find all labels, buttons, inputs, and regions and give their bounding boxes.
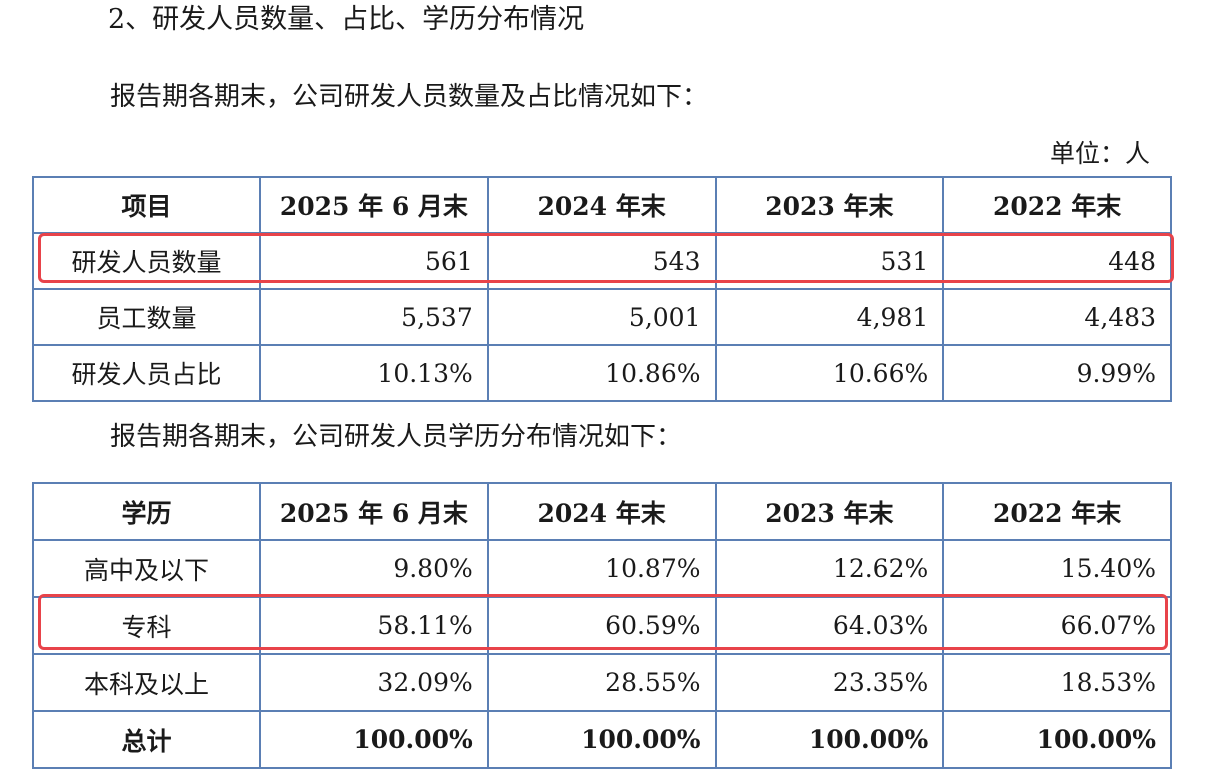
table-header-row: 学历 2025 年 6 月末 2024 年末 2023 年末 2022 年末 bbox=[32, 482, 1172, 541]
header-item: 项目 bbox=[32, 176, 261, 234]
cell-value: 23.35% bbox=[714, 653, 945, 712]
table-row: 专科 58.11% 60.59% 64.03% 66.07% bbox=[32, 596, 1172, 655]
header-education: 学历 bbox=[32, 482, 261, 541]
cell-value: 10.87% bbox=[486, 539, 717, 598]
cell-value: 100.00% bbox=[714, 710, 945, 769]
row-label: 高中及以下 bbox=[32, 539, 261, 598]
cell-value: 543 bbox=[486, 232, 717, 290]
row-label: 研发人员数量 bbox=[32, 232, 261, 290]
header-2025h1: 2025 年 6 月末 bbox=[259, 482, 489, 541]
cell-value: 4,981 bbox=[714, 288, 945, 346]
header-2022: 2022 年末 bbox=[942, 482, 1172, 541]
row-label: 员工数量 bbox=[32, 288, 261, 346]
row-label: 本科及以上 bbox=[32, 653, 261, 712]
cell-value: 9.80% bbox=[259, 539, 489, 598]
row-label: 专科 bbox=[32, 596, 261, 655]
cell-value: 12.62% bbox=[714, 539, 945, 598]
header-2023: 2023 年末 bbox=[714, 176, 945, 234]
intro-paragraph-education: 报告期各期末，公司研发人员学历分布情况如下： bbox=[110, 422, 683, 452]
row-label: 总计 bbox=[32, 710, 261, 769]
section-heading: 2、研发人员数量、占比、学历分布情况 bbox=[108, 4, 585, 35]
cell-value: 5,001 bbox=[486, 288, 717, 346]
header-2022: 2022 年末 bbox=[942, 176, 1172, 234]
header-2023: 2023 年末 bbox=[714, 482, 945, 541]
cell-value: 10.66% bbox=[714, 344, 945, 402]
header-2025h1: 2025 年 6 月末 bbox=[259, 176, 489, 234]
cell-value: 561 bbox=[259, 232, 489, 290]
cell-value: 448 bbox=[942, 232, 1172, 290]
cell-value: 10.86% bbox=[486, 344, 717, 402]
header-2024: 2024 年末 bbox=[486, 482, 717, 541]
cell-value: 5,537 bbox=[259, 288, 489, 346]
table-row: 高中及以下 9.80% 10.87% 12.62% 15.40% bbox=[32, 539, 1172, 598]
intro-paragraph-count: 报告期各期末，公司研发人员数量及占比情况如下： bbox=[110, 82, 709, 112]
cell-value: 66.07% bbox=[942, 596, 1172, 655]
cell-value: 531 bbox=[714, 232, 945, 290]
cell-value: 100.00% bbox=[486, 710, 717, 769]
unit-label: 单位：人 bbox=[1049, 139, 1150, 168]
cell-value: 4,483 bbox=[942, 288, 1172, 346]
rd-staff-count-table: 项目 2025 年 6 月末 2024 年末 2023 年末 2022 年末 研… bbox=[32, 176, 1172, 402]
cell-value: 60.59% bbox=[486, 596, 717, 655]
cell-value: 10.13% bbox=[259, 344, 489, 402]
table-row: 研发人员数量 561 543 531 448 bbox=[32, 232, 1172, 290]
table-row: 本科及以上 32.09% 28.55% 23.35% 18.53% bbox=[32, 653, 1172, 712]
table-row: 员工数量 5,537 5,001 4,981 4,483 bbox=[32, 288, 1172, 346]
cell-value: 15.40% bbox=[942, 539, 1172, 598]
table-row: 研发人员占比 10.13% 10.86% 10.66% 9.99% bbox=[32, 344, 1172, 402]
cell-value: 18.53% bbox=[942, 653, 1172, 712]
cell-value: 100.00% bbox=[942, 710, 1172, 769]
table-header-row: 项目 2025 年 6 月末 2024 年末 2023 年末 2022 年末 bbox=[32, 176, 1172, 234]
rd-education-table: 学历 2025 年 6 月末 2024 年末 2023 年末 2022 年末 高… bbox=[32, 482, 1172, 769]
cell-value: 28.55% bbox=[486, 653, 717, 712]
total-row: 总计 100.00% 100.00% 100.00% 100.00% bbox=[32, 710, 1172, 769]
cell-value: 58.11% bbox=[259, 596, 489, 655]
cell-value: 64.03% bbox=[714, 596, 945, 655]
cell-value: 100.00% bbox=[259, 710, 489, 769]
cell-value: 32.09% bbox=[259, 653, 489, 712]
row-label: 研发人员占比 bbox=[32, 344, 261, 402]
header-2024: 2024 年末 bbox=[486, 176, 717, 234]
cell-value: 9.99% bbox=[942, 344, 1172, 402]
